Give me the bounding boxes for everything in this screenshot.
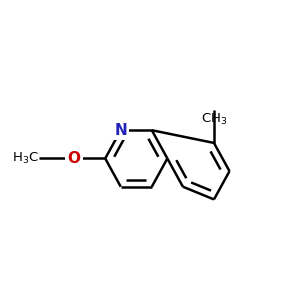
Text: N: N (114, 123, 127, 138)
Text: H$_3$C: H$_3$C (12, 151, 39, 166)
Text: CH$_3$: CH$_3$ (201, 112, 227, 127)
Text: O: O (68, 151, 81, 166)
